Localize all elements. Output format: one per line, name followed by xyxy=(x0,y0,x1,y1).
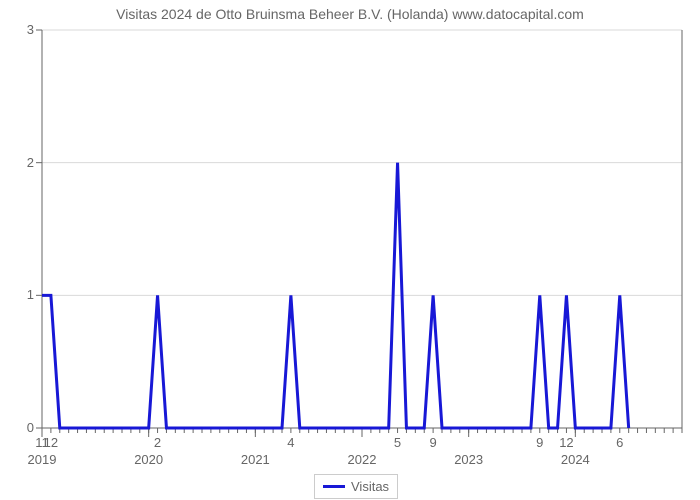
x-minor-tick-label: 4 xyxy=(279,435,303,450)
legend-line-icon xyxy=(323,485,345,488)
chart-svg xyxy=(42,30,682,428)
x-major-tick-label: 2024 xyxy=(555,452,595,467)
chart-title: Visitas 2024 de Otto Bruinsma Beheer B.V… xyxy=(0,6,700,22)
x-minor-tick-label: 2 xyxy=(146,435,170,450)
x-major-tick-label: 2019 xyxy=(22,452,62,467)
x-major-tick-label: 2021 xyxy=(235,452,275,467)
x-minor-tick-label: 9 xyxy=(421,435,445,450)
legend-label: Visitas xyxy=(351,479,389,494)
x-major-tick-label: 2020 xyxy=(129,452,169,467)
x-minor-tick-label: 12 xyxy=(39,435,63,450)
x-minor-tick-label: 9 xyxy=(528,435,552,450)
y-tick-label: 0 xyxy=(16,420,34,435)
plot-area xyxy=(42,30,682,428)
x-minor-tick-label: 5 xyxy=(386,435,410,450)
y-tick-label: 3 xyxy=(16,22,34,37)
x-minor-tick-label: 12 xyxy=(554,435,578,450)
x-major-tick-label: 2023 xyxy=(449,452,489,467)
y-tick-label: 1 xyxy=(16,287,34,302)
y-tick-label: 2 xyxy=(16,155,34,170)
chart-container: Visitas 2024 de Otto Bruinsma Beheer B.V… xyxy=(0,0,700,500)
legend: Visitas xyxy=(314,474,398,499)
x-major-tick-label: 2022 xyxy=(342,452,382,467)
x-minor-tick-label: 6 xyxy=(608,435,632,450)
